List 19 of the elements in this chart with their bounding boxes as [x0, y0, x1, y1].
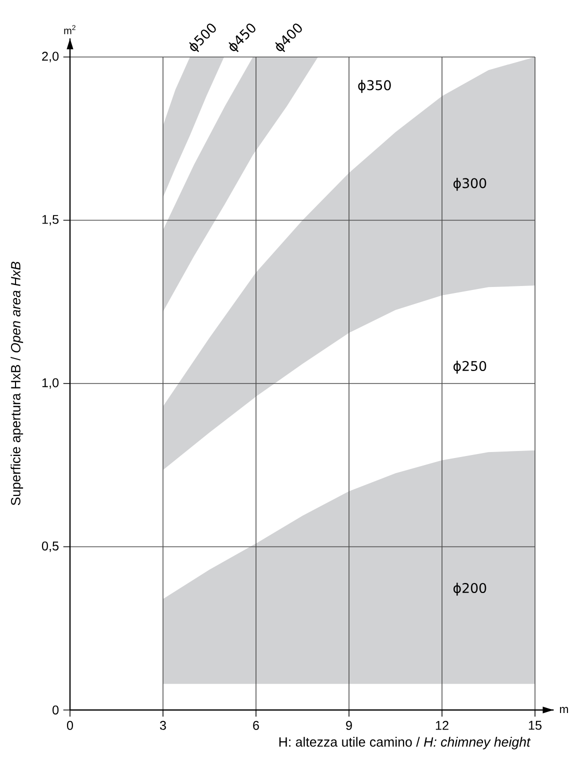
- y-tick-label: 1,0: [42, 378, 59, 389]
- annotation: ϕ350: [358, 80, 391, 93]
- x-tick-label: 6: [253, 720, 259, 730]
- y-tick-label: 0,5: [42, 542, 59, 552]
- text: m$^{2}$: [64, 25, 76, 34]
- y-axis-title: Superficie apertura HxB / Open area HxB: [10, 262, 24, 506]
- x-tick-label: 3: [160, 720, 166, 730]
- y-tick-label: 0: [52, 706, 59, 714]
- x-tick-label: 12: [436, 720, 448, 730]
- x-tick-label: 9: [346, 720, 352, 730]
- y-tick-label: 1,5: [42, 215, 59, 226]
- x-tick-label: 0: [66, 720, 74, 730]
- x-tick-label: 15: [528, 720, 542, 730]
- annotation: ϕ200: [454, 582, 486, 596]
- y-tick-label: 2,0: [42, 52, 59, 62]
- annotation: ϕ300: [454, 178, 486, 191]
- text: m: [560, 706, 568, 714]
- annotation: ϕ250: [454, 360, 486, 374]
- x-axis-title: H: altezza utile camino / H: chimney height: [279, 736, 531, 750]
